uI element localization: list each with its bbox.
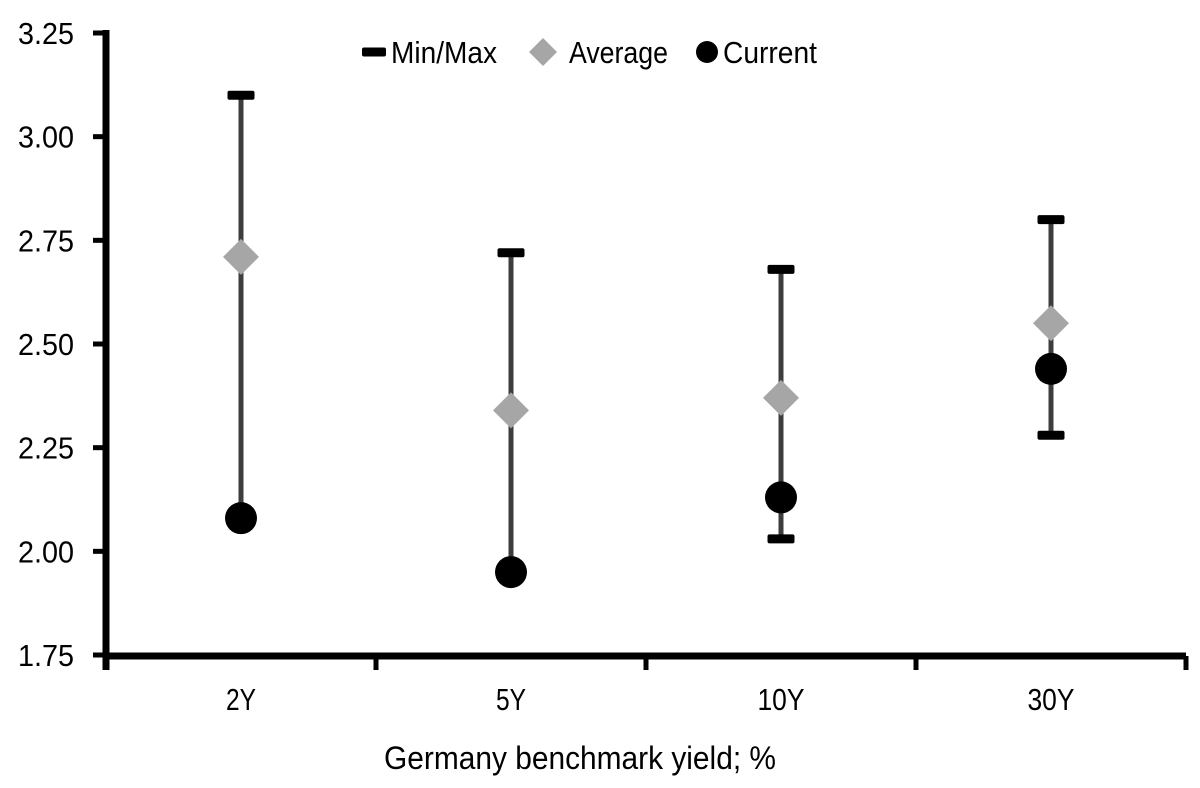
current-dot-30Y xyxy=(1035,352,1067,385)
x-tick-label: 5Y xyxy=(496,682,526,717)
x-axis-title: Germany benchmark yield; % xyxy=(384,740,776,776)
x-tick-label: 30Y xyxy=(1028,682,1075,717)
y-tick-label: 3.25 xyxy=(18,16,74,51)
legend-minmax-dash-icon xyxy=(362,47,386,57)
average-diamond-10Y xyxy=(763,379,799,416)
max-cap-10Y xyxy=(767,264,795,274)
current-dot-2Y xyxy=(225,502,257,535)
legend-current-circle-icon xyxy=(696,41,718,63)
y-tick-label: 2.50 xyxy=(18,327,74,362)
x-tick-label: 2Y xyxy=(226,682,256,717)
max-cap-30Y xyxy=(1037,215,1065,225)
min-cap-30Y xyxy=(1037,430,1065,440)
y-tick-label: 3.00 xyxy=(18,120,74,155)
average-diamond-5Y xyxy=(493,392,529,429)
max-cap-5Y xyxy=(497,248,525,258)
y-tick-label: 2.25 xyxy=(18,431,74,466)
current-dot-5Y xyxy=(495,556,527,589)
legend-average-diamond-icon xyxy=(529,38,557,66)
legend-label-min-max: Min/Max xyxy=(391,35,497,70)
y-tick-label: 2.00 xyxy=(18,534,74,569)
x-tick-label: 10Y xyxy=(758,682,805,717)
y-tick-label: 2.75 xyxy=(18,223,74,258)
max-cap-2Y xyxy=(227,90,255,100)
current-dot-10Y xyxy=(765,481,797,514)
legend-label-average: Average xyxy=(569,35,668,70)
y-tick-label: 1.75 xyxy=(18,638,74,673)
min-cap-10Y xyxy=(767,534,795,544)
average-diamond-2Y xyxy=(223,238,259,275)
average-diamond-30Y xyxy=(1033,305,1069,342)
legend-label-current: Current xyxy=(723,35,817,70)
